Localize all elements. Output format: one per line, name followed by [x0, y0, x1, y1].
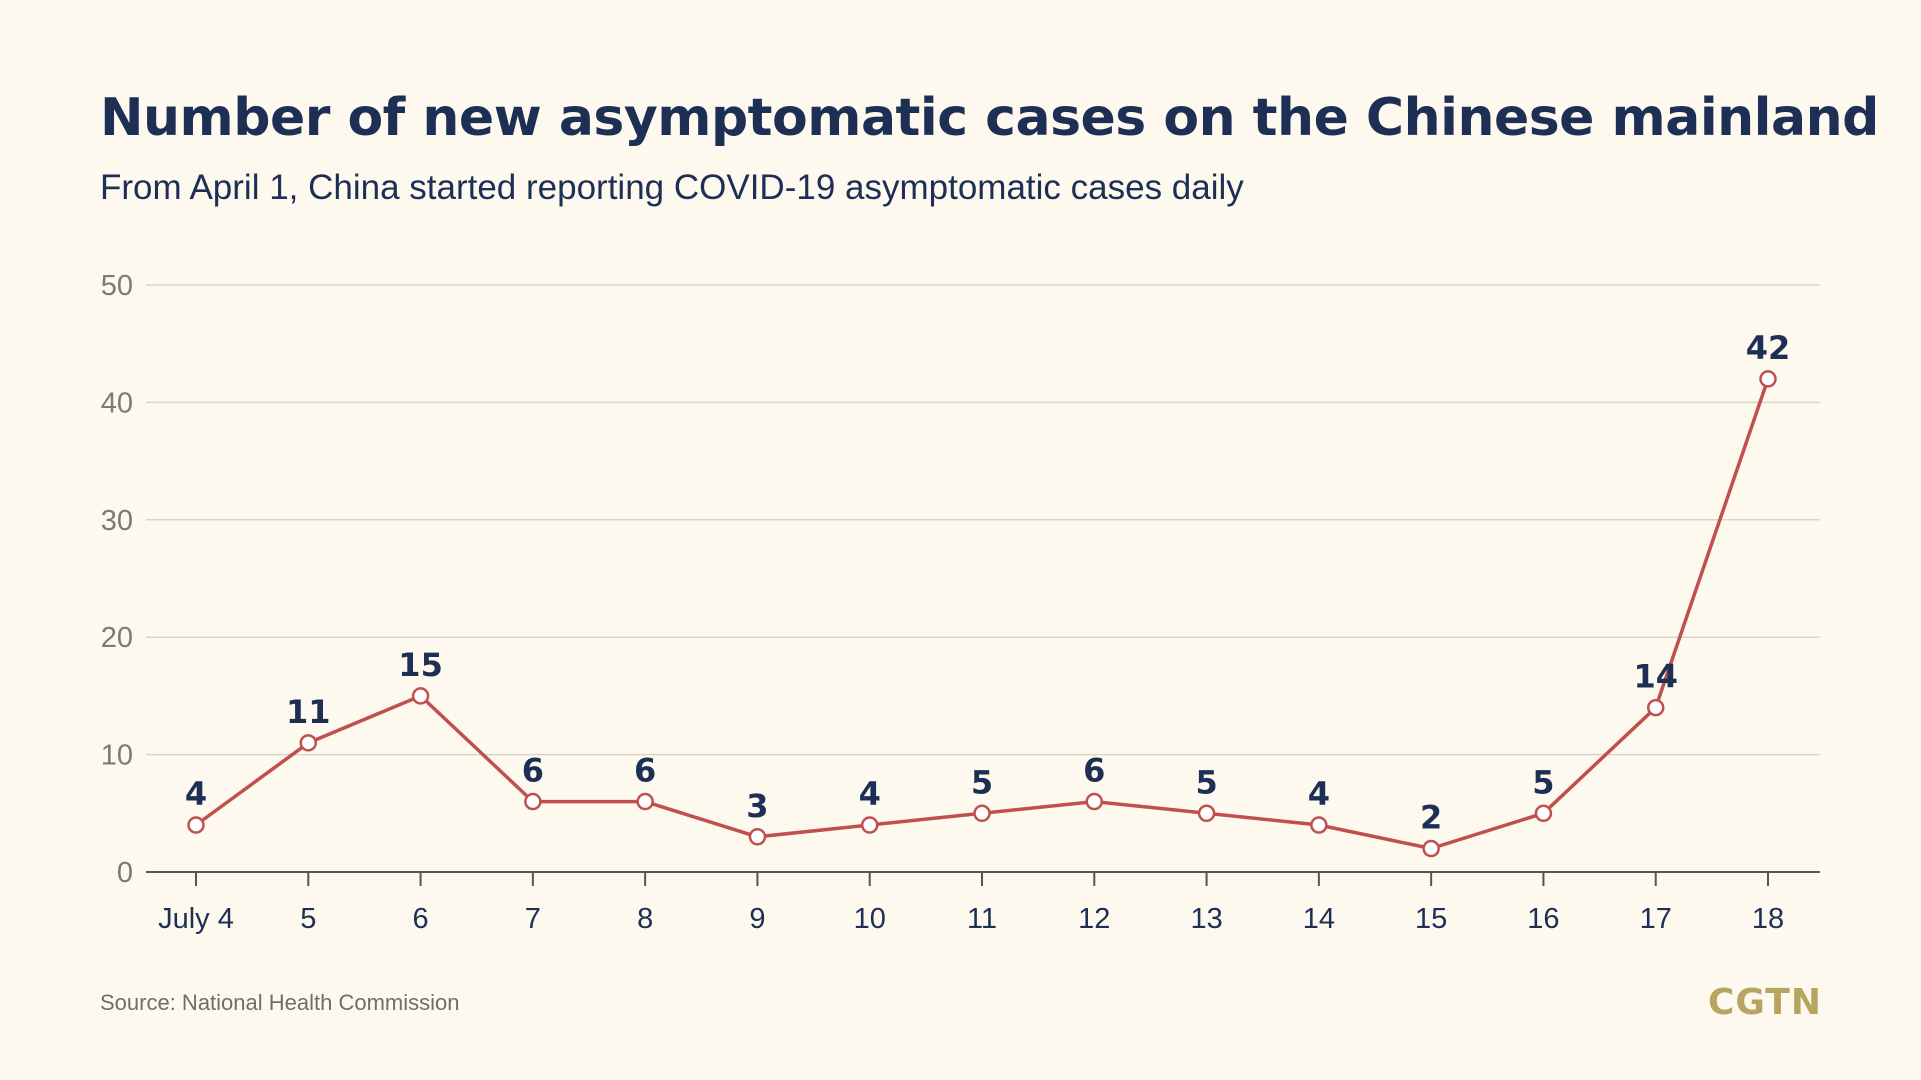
y-tick-label: 50	[101, 270, 133, 302]
data-label: 4	[185, 775, 207, 813]
data-points	[187, 370, 1777, 858]
data-point	[1422, 839, 1440, 858]
data-point	[973, 804, 991, 823]
x-tick-label: 16	[1527, 903, 1559, 935]
x-tick-label: 8	[637, 903, 653, 935]
data-point	[1759, 370, 1777, 388]
data-point	[299, 734, 318, 752]
data-label: 2	[1420, 799, 1442, 837]
data-label: 42	[1746, 329, 1791, 367]
x-tick-label: 10	[854, 903, 886, 935]
data-label: 4	[859, 775, 881, 813]
x-tick-label: July 4	[158, 903, 234, 935]
x-tick-label: 14	[1303, 903, 1335, 935]
data-point	[1534, 804, 1553, 823]
data-point	[524, 792, 542, 811]
data-label: 5	[971, 763, 993, 801]
axes: 0 10 20 30 40 50 July 4 5 6 7 8 9 10 11 12 13 14 15 16 17 18	[101, 270, 1820, 935]
data-label: 6	[634, 752, 656, 790]
data-point	[748, 828, 767, 846]
chart-subtitle: From April 1, China started reporting CO…	[100, 168, 1244, 207]
x-tick-label: 12	[1078, 903, 1110, 935]
data-point	[1646, 698, 1665, 717]
y-tick-label: 40	[101, 387, 133, 419]
cgtn-logo: CGTN	[1707, 982, 1822, 1023]
data-point	[636, 792, 654, 811]
x-tick-label: 13	[1190, 903, 1222, 935]
data-label: 3	[746, 787, 768, 825]
y-tick-label: 20	[101, 622, 133, 654]
x-tick-label: 6	[413, 903, 429, 935]
y-tick-label: 10	[101, 740, 133, 772]
data-point	[411, 687, 430, 705]
data-label: 6	[1083, 752, 1105, 790]
data-point	[860, 816, 879, 834]
x-tick-label: 9	[749, 903, 765, 935]
gridlines	[146, 284, 1820, 756]
y-tick-label: 30	[101, 505, 133, 537]
x-tick-label: 7	[525, 903, 541, 935]
data-label: 6	[522, 752, 544, 790]
data-label: 5	[1532, 763, 1554, 801]
data-label: 5	[1195, 763, 1217, 801]
x-tick-label: 11	[967, 903, 997, 935]
data-point	[1085, 792, 1104, 811]
data-label: 14	[1633, 658, 1678, 696]
x-tick-label: 18	[1752, 903, 1784, 935]
x-tick-label: 17	[1640, 903, 1672, 935]
data-point	[187, 816, 205, 834]
data-point	[1310, 816, 1328, 834]
x-tick-label: 15	[1415, 903, 1447, 935]
x-tick-label: 5	[300, 903, 316, 935]
source-note: Source: National Health Commission	[100, 990, 460, 1015]
y-tick-label: 0	[117, 857, 133, 889]
data-label: 11	[286, 693, 331, 731]
chart-title: Number of new asymptomatic cases on the …	[100, 88, 1879, 148]
data-label: 15	[398, 646, 443, 684]
data-label: 4	[1308, 775, 1330, 813]
data-point	[1197, 804, 1216, 823]
